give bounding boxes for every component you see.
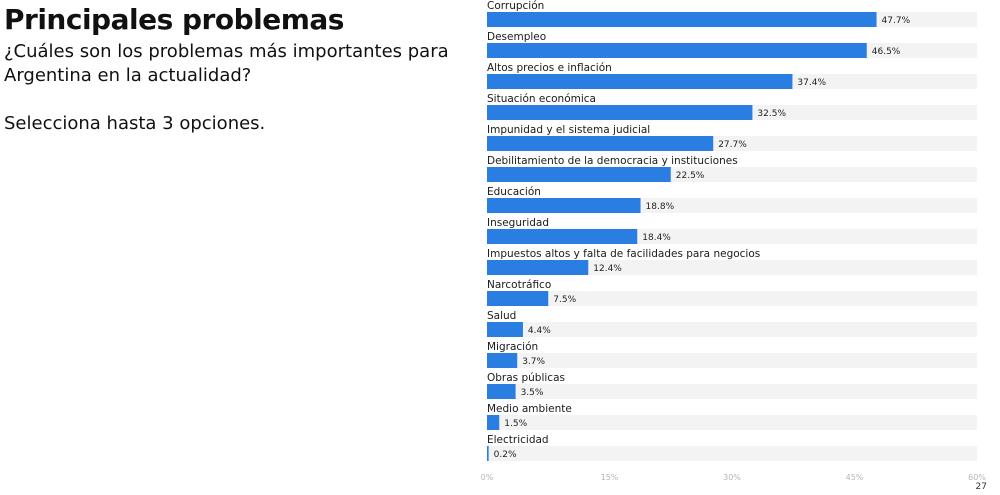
category-label: Salud: [487, 310, 516, 322]
survey-question: ¿Cuáles son los problemas más importante…: [4, 41, 449, 86]
category-label: Medio ambiente: [487, 403, 572, 415]
bar-track: [487, 384, 977, 399]
survey-instruction: Selecciona hasta 3 opciones.: [4, 113, 266, 134]
x-tick-label: 45%: [846, 473, 864, 482]
category-label: Impuestos altos y falta de facilidades p…: [487, 248, 760, 260]
bar: [487, 229, 638, 244]
value-label: 37.4%: [797, 78, 826, 88]
bar: [487, 198, 641, 213]
category-label: Desempleo: [487, 31, 546, 43]
value-label: 3.5%: [521, 388, 544, 398]
value-label: 7.5%: [553, 295, 576, 305]
x-tick-label: 0%: [481, 473, 494, 482]
bar: [487, 260, 589, 275]
value-label: 46.5%: [872, 47, 901, 57]
x-tick-label: 15%: [601, 473, 619, 482]
value-label: 0.2%: [494, 450, 517, 460]
bar: [487, 12, 877, 27]
bar-track: [487, 353, 977, 368]
value-label: 1.5%: [504, 419, 527, 429]
bar: [487, 384, 516, 399]
page-number: 27: [975, 482, 987, 492]
bar-track: [487, 260, 977, 275]
bar: [487, 74, 793, 89]
value-label: 22.5%: [676, 171, 705, 181]
value-label: 27.7%: [718, 140, 747, 150]
value-label: 4.4%: [528, 326, 551, 336]
bar: [487, 322, 523, 337]
category-label: Educación: [487, 186, 541, 198]
bar-track: [487, 291, 977, 306]
x-tick-label: 60%: [968, 473, 986, 482]
category-label: Impunidad y el sistema judicial: [487, 124, 650, 136]
bar: [487, 291, 549, 306]
bar: [487, 105, 753, 120]
category-label: Narcotráfico: [487, 279, 551, 291]
value-label: 47.7%: [882, 16, 911, 26]
bar-track: [487, 322, 977, 337]
x-tick-label: 30%: [723, 473, 741, 482]
bar: [487, 136, 714, 151]
category-label: Corrupción: [487, 0, 544, 12]
bar: [487, 446, 489, 461]
category-label: Electricidad: [487, 434, 549, 446]
slide-title: Principales problemas: [4, 3, 344, 36]
category-label: Obras públicas: [487, 372, 565, 384]
value-label: 18.8%: [646, 202, 675, 212]
category-label: Migración: [487, 341, 538, 353]
value-label: 32.5%: [757, 109, 786, 119]
value-label: 3.7%: [522, 357, 545, 367]
bar: [487, 43, 867, 58]
bar: [487, 167, 671, 182]
category-label: Altos precios e inflación: [487, 62, 612, 74]
category-label: Inseguridad: [487, 217, 549, 229]
bar: [487, 415, 500, 430]
category-label: Situación económica: [487, 93, 596, 105]
bar-track: [487, 415, 977, 430]
bar: [487, 353, 518, 368]
value-label: 18.4%: [642, 233, 671, 243]
value-label: 12.4%: [593, 264, 622, 274]
bar-track: [487, 446, 977, 461]
category-label: Debilitamiento de la democracia y instit…: [487, 155, 738, 167]
